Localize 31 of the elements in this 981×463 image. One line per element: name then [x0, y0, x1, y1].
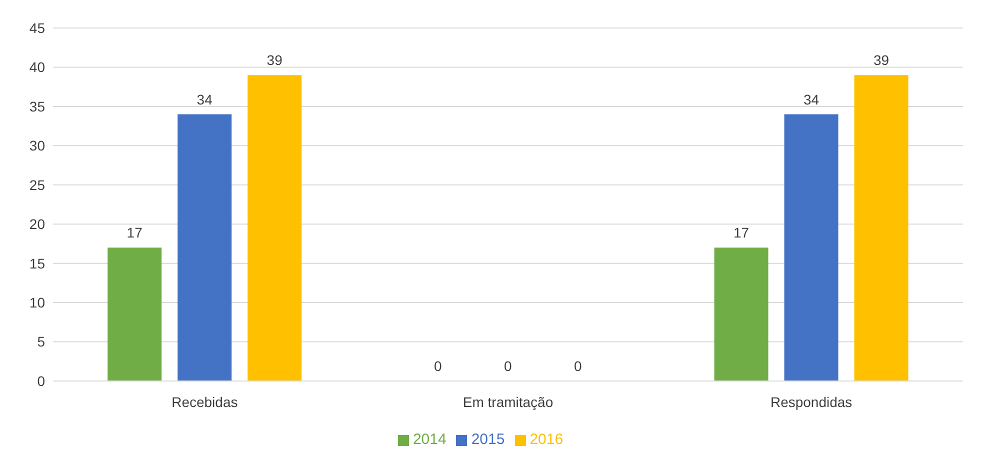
bar [108, 248, 162, 381]
y-tick-label: 45 [29, 20, 46, 36]
x-tick-label: Em tramitação [462, 394, 554, 410]
data-label: 34 [803, 91, 820, 108]
y-tick-label: 15 [29, 255, 46, 272]
data-label: 17 [126, 224, 143, 241]
y-tick-label: 5 [37, 334, 46, 350]
bar [854, 75, 908, 381]
x-tick-label: Respondidas [770, 394, 852, 410]
data-label: 0 [434, 358, 442, 374]
x-tick-label: Recebidas [172, 394, 238, 410]
y-tick-label: 0 [37, 372, 46, 389]
bar [784, 114, 838, 381]
bar [714, 248, 768, 381]
data-label: 0 [504, 358, 512, 374]
y-tick-label: 10 [29, 294, 46, 311]
y-tick-label: 30 [29, 138, 46, 154]
y-tick-label: 25 [29, 176, 46, 193]
y-tick-label: 40 [29, 59, 46, 76]
bar [248, 75, 302, 381]
legend-label: 2016 [530, 431, 564, 448]
bar [178, 114, 232, 381]
data-label: 39 [266, 52, 283, 68]
data-label: 0 [574, 358, 582, 374]
y-tick-label: 35 [29, 98, 46, 114]
data-label: 17 [733, 224, 750, 241]
data-label: 34 [196, 91, 213, 108]
y-tick-label: 20 [29, 216, 46, 232]
data-label: 39 [873, 52, 890, 68]
legend-label: 2014 [412, 431, 446, 448]
legend-label: 2015 [471, 431, 505, 448]
